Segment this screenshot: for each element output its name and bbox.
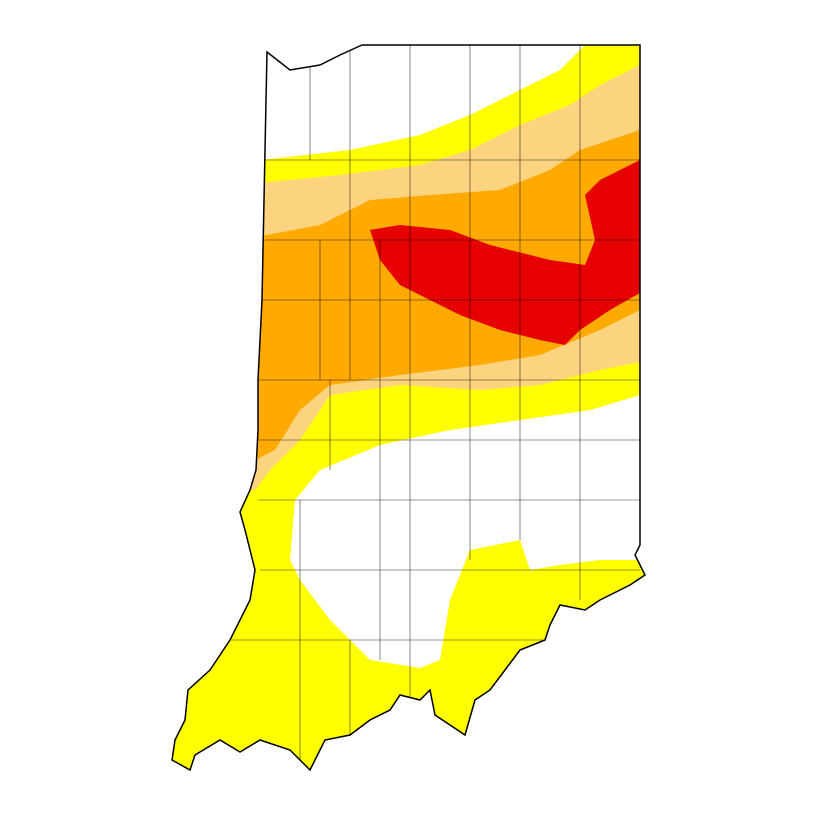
no-drought-central xyxy=(290,380,645,668)
no-drought-north xyxy=(240,45,600,160)
d3-extreme xyxy=(370,150,645,345)
county-lines xyxy=(230,45,640,760)
